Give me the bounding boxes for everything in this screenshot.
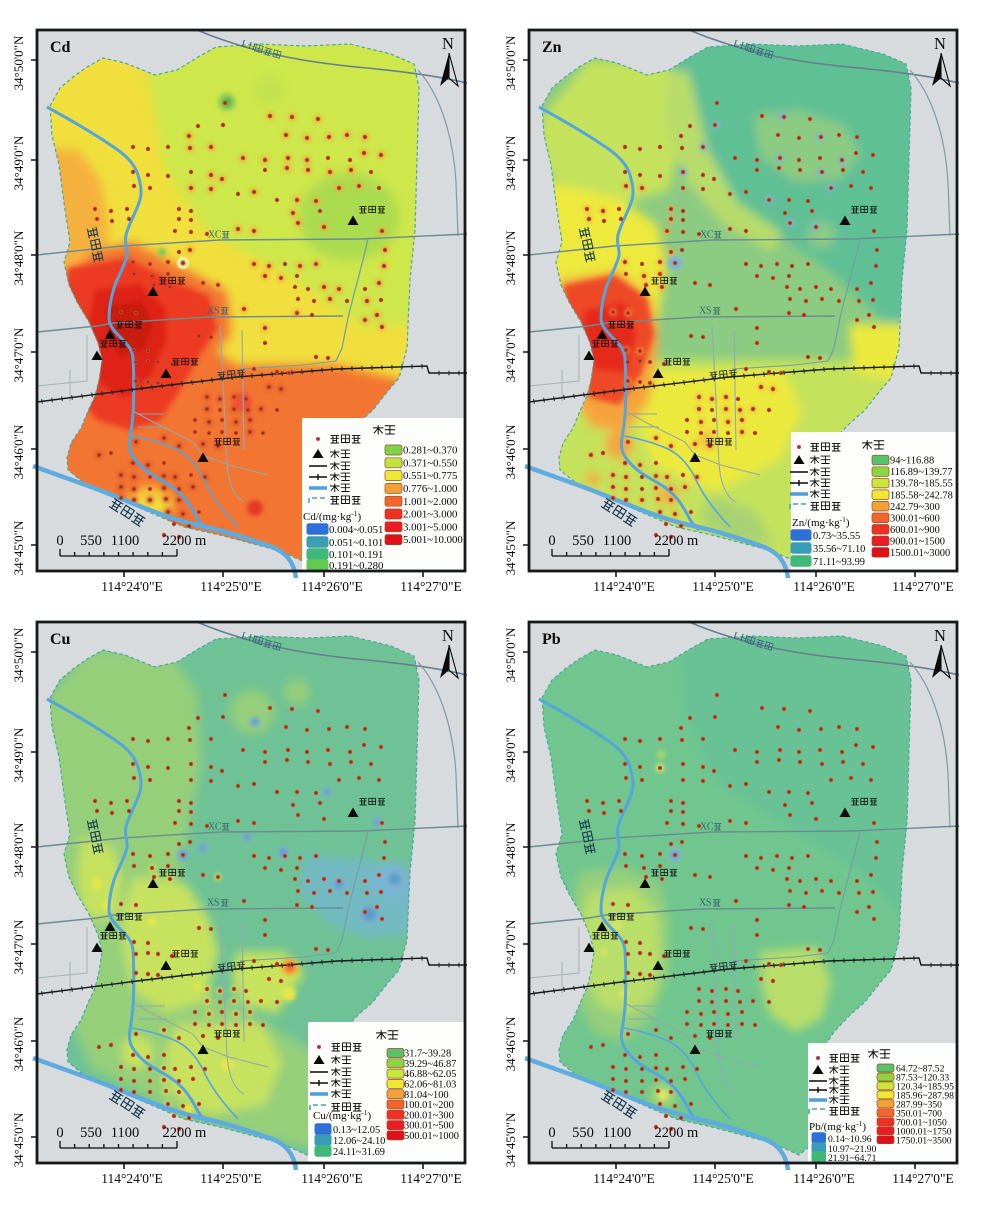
svg-text:300.01~600: 300.01~600 (890, 513, 940, 524)
svg-text:Pb: Pb (542, 631, 561, 648)
svg-text:116.89~139.77: 116.89~139.77 (890, 467, 952, 478)
svg-text:21.91~64.71: 21.91~64.71 (828, 1153, 877, 1164)
svg-text:0.004~0.051: 0.004~0.051 (329, 524, 383, 536)
svg-text:1000.01~1750: 1000.01~1750 (896, 1126, 952, 1137)
svg-text:81.04~100: 81.04~100 (404, 1090, 449, 1101)
svg-text:0.371~0.550: 0.371~0.550 (403, 457, 457, 469)
svg-text:87.53~120.33: 87.53~120.33 (896, 1073, 949, 1084)
svg-text:71.11~93.99: 71.11~93.99 (813, 557, 865, 568)
svg-text:Zn: Zn (542, 39, 562, 56)
svg-text:139.78~185.55: 139.78~185.55 (890, 479, 953, 490)
svg-text:0.281~0.370: 0.281~0.370 (403, 445, 457, 457)
svg-text:46.88~62.05: 46.88~62.05 (404, 1069, 456, 1080)
svg-text:Pb/(mg·kg-1): Pb/(mg·kg-1) (809, 1119, 866, 1133)
svg-text:1500.01~3000: 1500.01~3000 (890, 548, 950, 559)
svg-text:12.06~24.10: 12.06~24.10 (333, 1136, 385, 1147)
svg-text:200.01~300: 200.01~300 (404, 1110, 454, 1121)
svg-text:1.001~2.000: 1.001~2.000 (403, 496, 457, 508)
svg-text:242.79~300: 242.79~300 (890, 502, 940, 513)
svg-text:10.97~21.90: 10.97~21.90 (828, 1144, 877, 1155)
svg-text:120.34~185.95: 120.34~185.95 (896, 1082, 954, 1093)
svg-text:100.01~200: 100.01~200 (404, 1100, 454, 1111)
svg-text:0.776~1.000: 0.776~1.000 (403, 483, 457, 495)
svg-text:0.13~12.05: 0.13~12.05 (333, 1125, 380, 1136)
svg-text:300.01~500: 300.01~500 (404, 1121, 454, 1132)
svg-text:350.01~700: 350.01~700 (896, 1108, 942, 1119)
svg-text:0.551~0.775: 0.551~0.775 (403, 470, 457, 482)
svg-text:2.001~3.000: 2.001~3.000 (403, 509, 457, 521)
svg-text:700.01~1050: 700.01~1050 (896, 1117, 947, 1128)
svg-text:Zn/(mg·kg-1): Zn/(mg·kg-1) (792, 515, 850, 529)
svg-text:500.01~1000: 500.01~1000 (404, 1131, 459, 1142)
svg-text:62.06~81.03: 62.06~81.03 (404, 1080, 456, 1091)
svg-text:39.29~46.87: 39.29~46.87 (404, 1059, 456, 1070)
svg-text:Cd: Cd (50, 39, 71, 56)
svg-text:24.11~31.69: 24.11~31.69 (333, 1147, 385, 1158)
svg-text:0.051~0.101: 0.051~0.101 (329, 537, 383, 549)
svg-text:94~116.88: 94~116.88 (890, 456, 934, 467)
svg-text:31.7~39.28: 31.7~39.28 (404, 1049, 451, 1060)
svg-text:0.101~0.191: 0.101~0.191 (329, 549, 383, 561)
svg-text:185.58~242.78: 185.58~242.78 (890, 490, 953, 501)
svg-text:5.001~10.000: 5.001~10.000 (403, 534, 463, 546)
svg-text:64.72~87.52: 64.72~87.52 (896, 1064, 945, 1075)
svg-text:0.14~10.96: 0.14~10.96 (828, 1134, 872, 1145)
svg-text:600.01~900: 600.01~900 (890, 525, 940, 536)
svg-text:287.99~350: 287.99~350 (896, 1099, 942, 1110)
svg-text:185.96~287.98: 185.96~287.98 (896, 1091, 954, 1102)
svg-text:1750.01~3500: 1750.01~3500 (896, 1135, 952, 1146)
svg-text:35.56~71.10: 35.56~71.10 (813, 544, 865, 555)
svg-text:900.01~1500: 900.01~1500 (890, 537, 945, 548)
svg-text:0.191~0.280: 0.191~0.280 (329, 560, 383, 572)
svg-text:Cd/(mg·kg-1): Cd/(mg·kg-1) (303, 509, 362, 523)
svg-text:Cu/(mg·kg-1): Cu/(mg·kg-1) (313, 1108, 372, 1122)
svg-text:0.73~35.55: 0.73~35.55 (813, 531, 860, 542)
svg-text:3.001~5.000: 3.001~5.000 (403, 521, 457, 533)
svg-text:Cu: Cu (50, 631, 71, 648)
